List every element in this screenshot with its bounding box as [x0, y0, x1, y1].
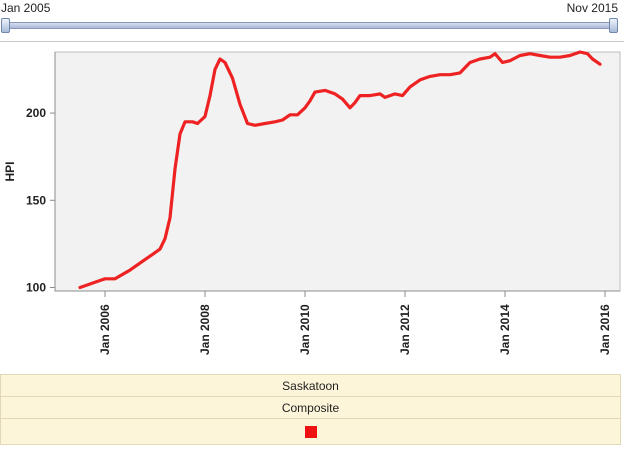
range-start-label: Jan 2005	[1, 1, 51, 15]
legend-location: Saskatoon	[0, 374, 621, 397]
series-group	[78, 50, 602, 290]
x-tick-label: Jan 2016	[598, 304, 612, 355]
x-tick-label: Jan 2014	[498, 304, 512, 355]
y-axis-label: HPI	[3, 161, 17, 181]
range-end-label: Nov 2015	[566, 1, 618, 15]
y-axis: 100 150 200	[26, 52, 56, 295]
legend-color-swatch[interactable]	[304, 426, 317, 439]
x-tick-label: Jan 2008	[198, 304, 212, 355]
slider-divider	[0, 41, 624, 42]
x-axis: Jan 2006 Jan 2008 Jan 2010 Jan 2012 Jan 2014…	[55, 290, 620, 355]
series-line[interactable]	[78, 50, 602, 290]
y-tick-label: 150	[26, 193, 46, 207]
range-slider-end-handle[interactable]	[609, 18, 618, 33]
legend-measure: Composite	[0, 396, 621, 419]
y-tick-label: 200	[26, 106, 46, 120]
range-slider-start-handle[interactable]	[1, 18, 10, 33]
x-tick-label: Jan 2012	[398, 304, 412, 355]
x-tick-label: Jan 2006	[98, 304, 112, 355]
legend-table: Saskatoon Composite	[0, 374, 621, 445]
y-tick-label: 100	[26, 281, 46, 295]
legend-swatch-cell	[0, 418, 621, 445]
x-tick-label: Jan 2010	[298, 304, 312, 355]
plot-area	[54, 51, 621, 292]
